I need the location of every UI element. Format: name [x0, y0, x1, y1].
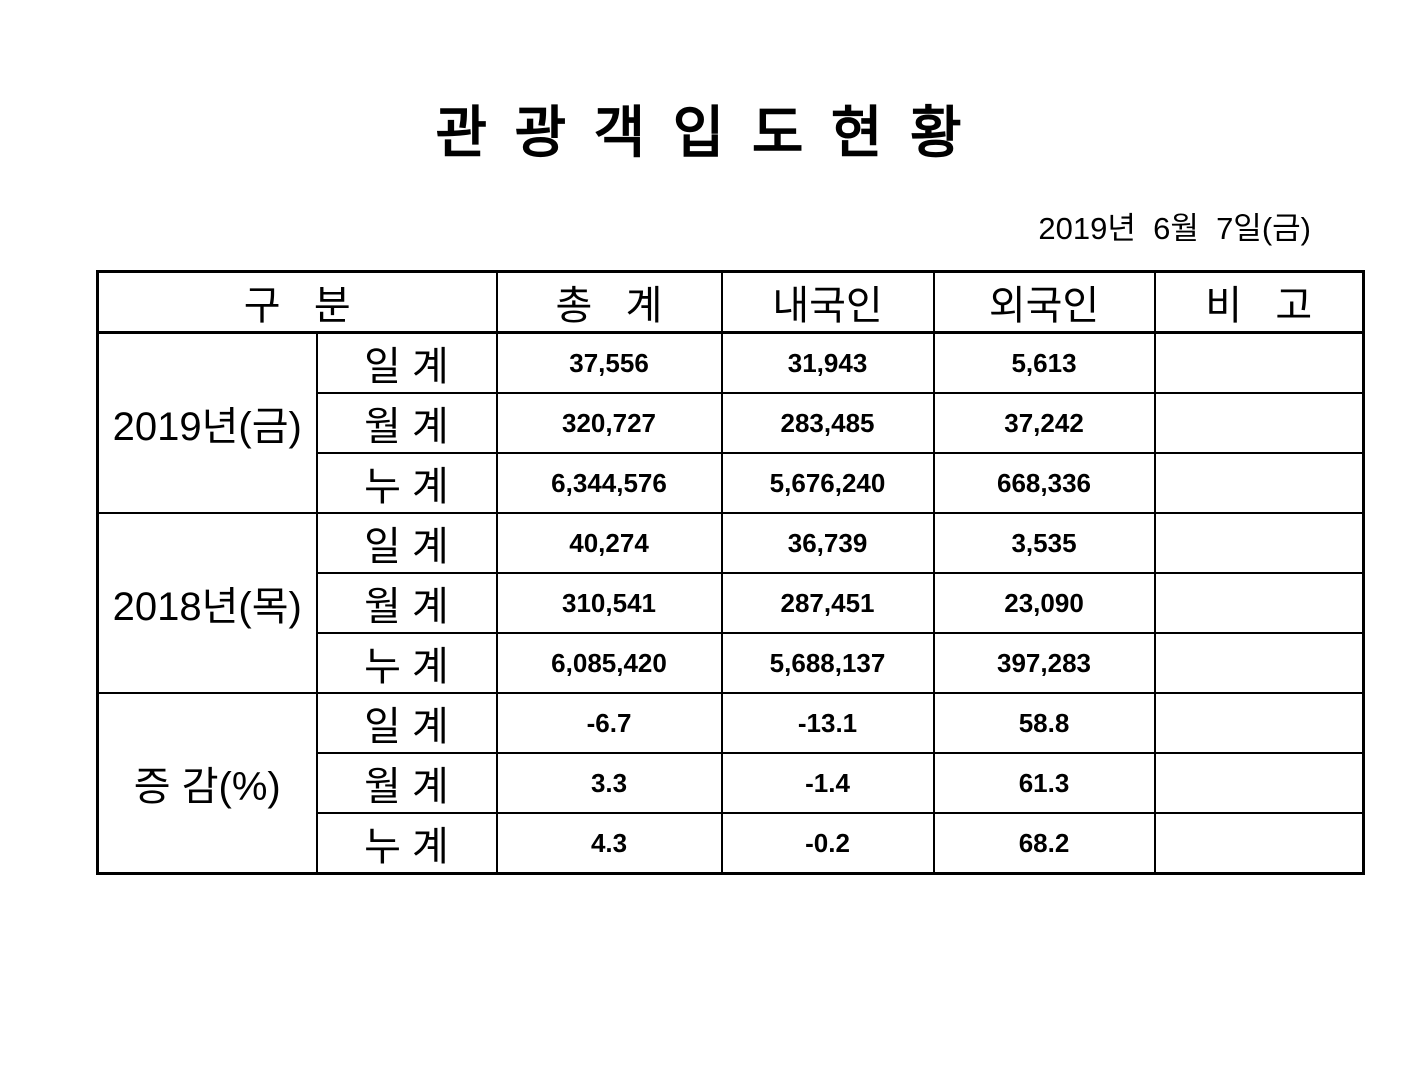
cell-domestic: 36,739	[720, 512, 935, 574]
table-row: 누 계 6,085,420 5,688,137 397,283	[98, 632, 1365, 694]
cell-domestic: -1.4	[720, 752, 935, 814]
table-row: 누 계 4.3 -0.2 68.2	[98, 812, 1365, 875]
tourist-arrival-table: 구 분 총 계 내국인 외국인 비 고 2019년(금) 일 계 37,556 …	[96, 270, 1366, 875]
header-total: 총 계	[495, 270, 723, 334]
document-page: 관 광 객 입 도 현 황 2019년 6월 7일(금) 구 분 총 계 내국인…	[0, 88, 1403, 1080]
cell-note	[1153, 572, 1365, 634]
row-label-cumulative: 누 계	[315, 812, 498, 875]
cell-foreign: 37,242	[932, 392, 1156, 454]
cell-domestic: -0.2	[720, 812, 935, 875]
cell-note	[1153, 392, 1365, 454]
report-date: 2019년 6월 7일(금)	[1038, 211, 1311, 246]
cell-foreign: 5,613	[932, 331, 1156, 394]
cell-total: 4.3	[495, 812, 723, 875]
cell-domestic: -13.1	[720, 692, 935, 754]
row-label-cumulative: 누 계	[315, 452, 498, 514]
page-title: 관 광 객 입 도 현 황	[435, 101, 968, 164]
cell-total: -6.7	[495, 692, 723, 754]
group-label-2018: 2018년(목)	[96, 512, 318, 694]
cell-total: 37,556	[495, 331, 723, 394]
table-row: 누 계 6,344,576 5,676,240 668,336	[98, 452, 1365, 514]
cell-domestic: 287,451	[720, 572, 935, 634]
cell-note	[1153, 331, 1365, 394]
cell-note	[1153, 692, 1365, 754]
cell-domestic: 5,676,240	[720, 452, 935, 514]
table-row: 증 감(%) 일 계 -6.7 -13.1 58.8	[96, 692, 1365, 875]
group-label-change: 증 감(%)	[96, 692, 318, 875]
table-row: 2018년(목) 일 계 40,274 36,739 3,535	[96, 512, 1365, 694]
row-label-monthly: 월 계	[315, 392, 498, 454]
cell-total: 320,727	[495, 392, 723, 454]
header-domestic: 내국인	[720, 270, 935, 334]
cell-total: 310,541	[495, 572, 723, 634]
cell-foreign: 3,535	[932, 512, 1156, 574]
cell-note	[1153, 752, 1365, 814]
table-row: 월 계 320,727 283,485 37,242	[98, 392, 1365, 454]
cell-domestic: 31,943	[720, 331, 935, 394]
cell-foreign: 68.2	[932, 812, 1156, 875]
cell-foreign: 58.8	[932, 692, 1156, 754]
header-foreign: 외국인	[932, 270, 1156, 334]
group-label-2019: 2019년(금)	[96, 331, 318, 514]
row-label-daily: 일 계	[315, 512, 498, 574]
row-label-daily: 일 계	[315, 331, 498, 394]
cell-foreign: 23,090	[932, 572, 1156, 634]
table-row: 월 계 310,541 287,451 23,090	[98, 572, 1365, 634]
cell-total: 40,274	[495, 512, 723, 574]
header-category: 구 분	[96, 270, 498, 334]
cell-domestic: 5,688,137	[720, 632, 935, 694]
cell-domestic: 283,485	[720, 392, 935, 454]
cell-note	[1153, 632, 1365, 694]
header-note: 비 고	[1153, 270, 1365, 334]
cell-foreign: 397,283	[932, 632, 1156, 694]
row-label-daily: 일 계	[315, 692, 498, 754]
header-row: 구 분 총 계 내국인 외국인 비 고	[96, 270, 1365, 334]
row-label-monthly: 월 계	[315, 752, 498, 814]
cell-note	[1153, 512, 1365, 574]
row-label-monthly: 월 계	[315, 572, 498, 634]
cell-total: 6,344,576	[495, 452, 723, 514]
table-row: 2019년(금) 일 계 37,556 31,943 5,613	[96, 331, 1365, 514]
table-row: 월 계 3.3 -1.4 61.3	[98, 752, 1365, 814]
cell-foreign: 61.3	[932, 752, 1156, 814]
cell-note	[1153, 452, 1365, 514]
cell-total: 3.3	[495, 752, 723, 814]
row-label-cumulative: 누 계	[315, 632, 498, 694]
cell-foreign: 668,336	[932, 452, 1156, 514]
cell-total: 6,085,420	[495, 632, 723, 694]
cell-note	[1153, 812, 1365, 875]
